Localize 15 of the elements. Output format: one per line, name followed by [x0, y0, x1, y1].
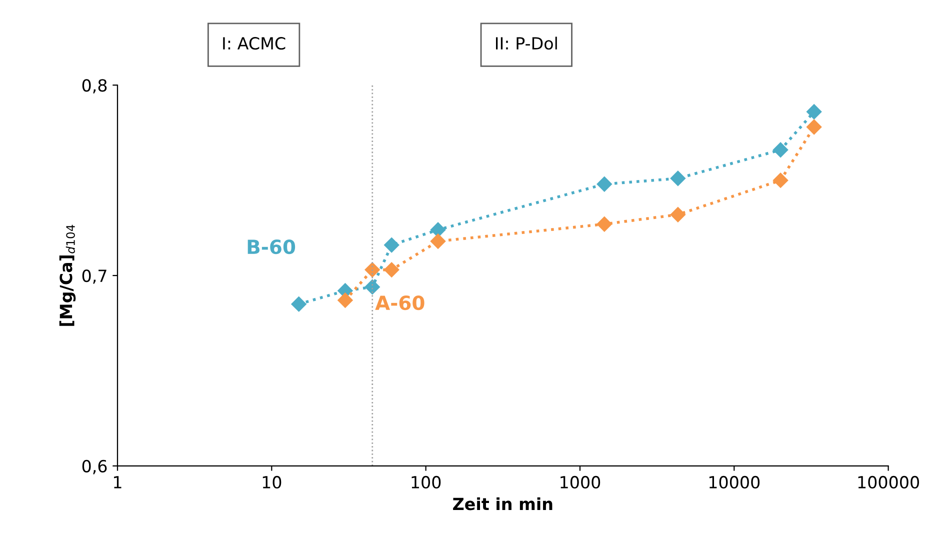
- y-tick-label: 0,6: [82, 460, 107, 474]
- text: II: P-Dol: [496, 36, 557, 50]
- x-tick-label: 10: [262, 476, 282, 489]
- text: B-60: [248, 239, 296, 254]
- y-axis-title: [Mg/Ca]$_{d104}$: [59, 224, 76, 326]
- x-tick-label: 1000: [560, 476, 600, 489]
- series-label: A-60: [375, 295, 424, 310]
- x-axis-title: Zeit in min: [453, 497, 552, 510]
- text: I: ACMC: [223, 37, 286, 50]
- y-tick-label: 0,7: [82, 269, 106, 284]
- x-tick-label: 100: [412, 476, 441, 489]
- y-tick-label: 0,8: [82, 79, 107, 94]
- x-tick-label: 100000: [858, 476, 920, 489]
- x-tick-label: 10000: [709, 476, 760, 489]
- x-tick-label: 1: [114, 476, 122, 488]
